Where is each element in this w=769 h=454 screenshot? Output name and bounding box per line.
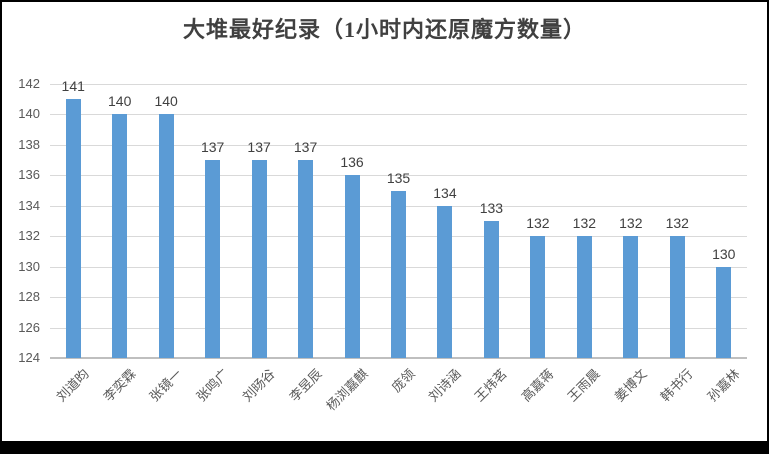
- bar-value-label: 137: [293, 139, 318, 156]
- category-label: 张镜一: [146, 366, 185, 405]
- bar: [669, 236, 685, 358]
- bar: [298, 160, 314, 358]
- y-axis-tick-label: 138: [18, 137, 40, 152]
- gridline: [50, 114, 747, 115]
- bar-chart: 大堆最好纪录（1小时内还原魔方数量） 124 126 128 130 132 134 136…: [2, 2, 767, 441]
- bar-value-label: 140: [108, 93, 132, 110]
- y-axis-tick-label: 142: [18, 76, 40, 91]
- gridline: [50, 145, 747, 146]
- bar: [158, 114, 174, 358]
- bar-value-label: 130: [712, 245, 736, 262]
- gridline: [50, 84, 747, 85]
- bar-value-label: 137: [247, 139, 271, 156]
- bar-value-label: 132: [619, 215, 643, 232]
- bar-value-label: 132: [526, 215, 550, 232]
- y-axis-tick-label: 130: [18, 259, 40, 274]
- bar: [205, 160, 221, 358]
- bar: [716, 266, 732, 358]
- x-axis-line: [50, 357, 747, 359]
- y-axis-tick-label: 136: [18, 167, 40, 182]
- bar: [483, 221, 499, 358]
- bar-value-label: 140: [154, 93, 178, 110]
- bar-value-label: 134: [433, 184, 457, 201]
- bar-value-label: 137: [200, 139, 225, 156]
- bar-value-label: 136: [340, 154, 364, 171]
- bar-value-label: 141: [61, 78, 85, 95]
- gridline: [50, 175, 747, 176]
- bar: [65, 99, 81, 358]
- category-label: 刘道昀: [53, 366, 92, 405]
- bar-value-label: 132: [572, 215, 597, 232]
- bar: [112, 114, 128, 358]
- y-axis-tick-label: 124: [18, 350, 40, 365]
- bar: [437, 205, 453, 358]
- y-axis-tick-label: 132: [18, 228, 40, 243]
- category-label: 刘旸谷: [239, 366, 278, 405]
- y-axis-tick-label: 140: [18, 106, 40, 121]
- bar: [251, 160, 267, 358]
- bar: [344, 175, 360, 358]
- bar-value-label: 132: [665, 215, 689, 232]
- bar: [623, 236, 639, 358]
- bar: [530, 236, 546, 358]
- chart-title: 大堆最好纪录（1小时内还原魔方数量）: [182, 17, 586, 42]
- category-label: 孙嘉林: [704, 366, 743, 405]
- y-axis-tick-label: 128: [18, 289, 40, 304]
- y-axis-tick-label: 126: [18, 320, 40, 335]
- category-label: 杨浏嘉麒: [323, 366, 371, 414]
- bar-value-label: 135: [386, 169, 411, 186]
- y-axis-tick-label: 134: [18, 198, 40, 213]
- bar: [391, 190, 406, 358]
- bar: [576, 236, 592, 358]
- bar-value-label: 133: [479, 200, 504, 216]
